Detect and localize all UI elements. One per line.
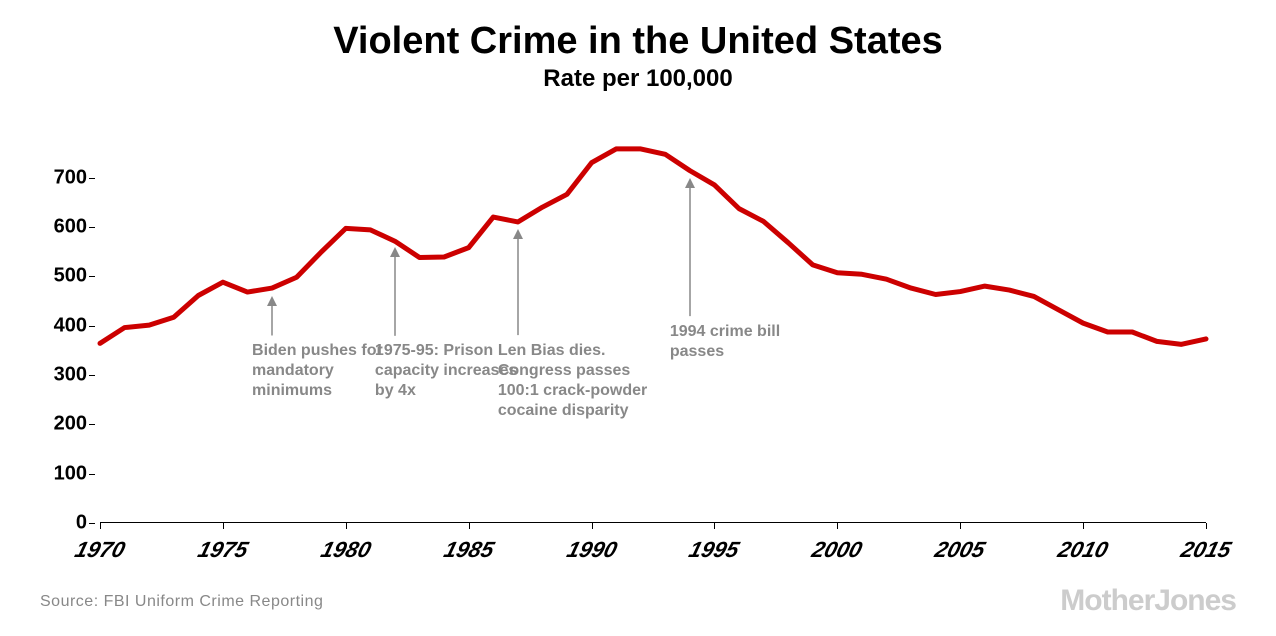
annotation-arrow	[389, 247, 401, 336]
y-tick-label: 200	[54, 413, 87, 436]
annotation-arrow	[684, 178, 696, 316]
x-tick-label: 2005	[932, 537, 988, 563]
y-tick-mark	[89, 523, 95, 524]
y-tick-label: 700	[54, 166, 87, 189]
plot-area: 0100200300400500600700 19701975198019851…	[100, 143, 1206, 523]
x-tick-label: 2015	[1178, 537, 1234, 563]
x-tick-label: 1985	[441, 537, 497, 563]
y-tick-mark	[89, 276, 95, 277]
x-tick-label: 1995	[686, 537, 742, 563]
x-tick-mark	[1083, 523, 1084, 529]
y-tick-mark	[89, 178, 95, 179]
annotation-arrow	[266, 296, 278, 335]
y-tick-label: 300	[54, 363, 87, 386]
chart-container: Violent Crime in the United States Rate …	[0, 0, 1276, 636]
annotation-text: Len Bias dies. Congress passes 100:1 cra…	[498, 341, 658, 421]
source-text: Source: FBI Uniform Crime Reporting	[40, 593, 323, 611]
x-tick-label: 1980	[318, 537, 374, 563]
x-tick-mark	[1206, 523, 1207, 529]
chart-subtitle: Rate per 100,000	[40, 65, 1236, 93]
x-tick-label: 2010	[1055, 537, 1111, 563]
x-tick-mark	[223, 523, 224, 529]
y-tick-label: 400	[54, 314, 87, 337]
y-tick-mark	[89, 227, 95, 228]
x-tick-mark	[346, 523, 347, 529]
x-tick-mark	[469, 523, 470, 529]
x-tick-label: 1970	[72, 537, 128, 563]
y-axis: 0100200300400500600700	[40, 143, 95, 523]
chart-title: Violent Crime in the United States	[40, 20, 1236, 63]
y-tick-label: 500	[54, 265, 87, 288]
y-tick-mark	[89, 474, 95, 475]
y-tick-mark	[89, 326, 95, 327]
x-tick-label: 1975	[195, 537, 251, 563]
x-tick-mark	[837, 523, 838, 529]
x-tick-mark	[714, 523, 715, 529]
y-tick-label: 100	[54, 462, 87, 485]
x-tick-label: 1990	[564, 537, 620, 563]
x-tick-label: 2000	[809, 537, 865, 563]
publisher-logo: MotherJones	[1060, 584, 1236, 618]
y-tick-mark	[89, 424, 95, 425]
y-tick-mark	[89, 375, 95, 376]
x-tick-mark	[960, 523, 961, 529]
x-tick-mark	[592, 523, 593, 529]
annotation-arrow	[512, 229, 524, 335]
annotation-text: 1994 crime bill passes	[670, 322, 830, 362]
y-tick-label: 600	[54, 215, 87, 238]
x-tick-mark	[100, 523, 101, 529]
y-tick-label: 0	[76, 512, 87, 535]
